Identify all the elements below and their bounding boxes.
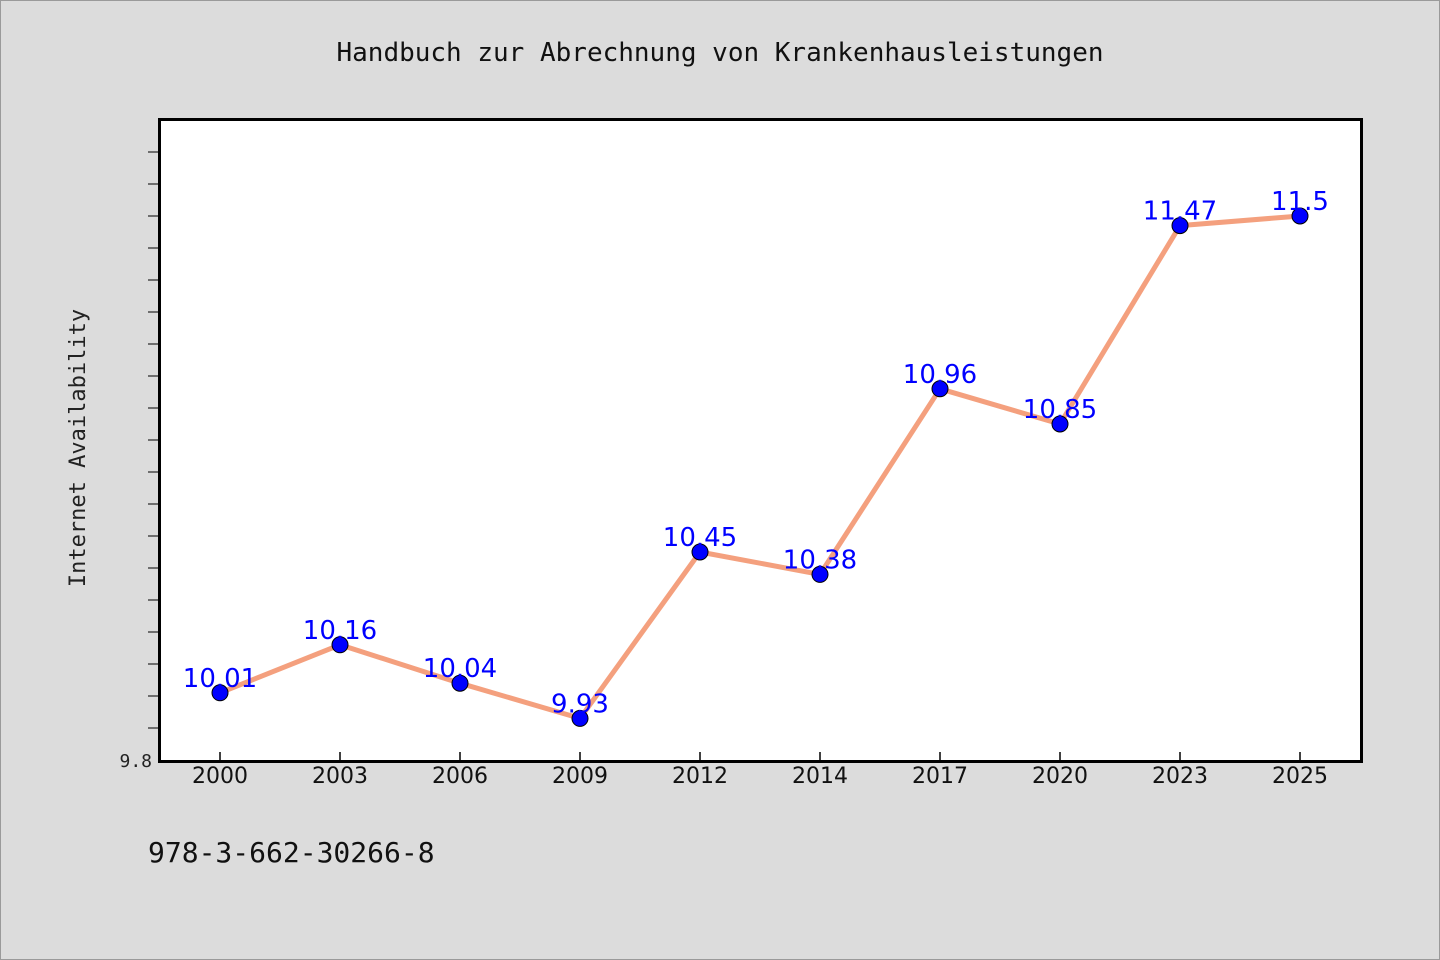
- data-label: 10.16: [303, 616, 377, 646]
- isbn-text: 978-3-662-30266-8: [148, 836, 435, 869]
- y-axis-ticks: [148, 151, 160, 729]
- data-point: [1051, 415, 1069, 433]
- series-markers: [211, 207, 1309, 727]
- data-label: 10.04: [423, 654, 497, 684]
- data-point: [931, 380, 949, 398]
- data-point: [211, 684, 229, 702]
- data-point: [811, 565, 829, 583]
- x-tick-label: 2025: [1272, 764, 1328, 789]
- y-axis-label: Internet Availability: [66, 309, 91, 587]
- chart-title: Handbuch zur Abrechnung von Krankenhausl…: [336, 38, 1103, 68]
- x-tick-label: 2014: [792, 764, 848, 789]
- data-label: 10.96: [903, 360, 977, 390]
- data-label: 10.85: [1023, 395, 1097, 425]
- x-axis-ticks: 2000 2003 2006 2009 2012 2014 2017 2020 2023 2025: [192, 752, 1328, 789]
- data-label: 10.01: [183, 664, 257, 694]
- data-point: [571, 709, 589, 727]
- y-tick-label: 9.8: [119, 751, 152, 772]
- x-tick-label: 2009: [552, 764, 608, 789]
- x-tick-label: 2017: [912, 764, 968, 789]
- data-point: [1291, 207, 1309, 225]
- data-label: 9.93: [551, 689, 609, 719]
- plot-area: [158, 118, 1363, 763]
- series-line: [219, 213, 1301, 721]
- data-labels: 10.01 10.16 10.04 9.93 10.45 10.38 10.96 10.85 1…: [183, 187, 1329, 719]
- data-point: [331, 636, 349, 654]
- data-point: [691, 543, 709, 561]
- data-point: [451, 674, 469, 692]
- data-label: 10.38: [783, 545, 857, 575]
- data-label: 11.5: [1271, 187, 1329, 217]
- x-tick-label: 2006: [432, 764, 488, 789]
- x-tick-label: 2003: [312, 764, 368, 789]
- x-tick-label: 2020: [1032, 764, 1088, 789]
- x-tick-label: 2012: [672, 764, 728, 789]
- x-tick-label: 2000: [192, 764, 248, 789]
- data-point: [1171, 217, 1189, 235]
- data-label: 10.45: [663, 523, 737, 553]
- x-tick-label: 2023: [1152, 764, 1208, 789]
- data-label: 11.47: [1143, 197, 1217, 227]
